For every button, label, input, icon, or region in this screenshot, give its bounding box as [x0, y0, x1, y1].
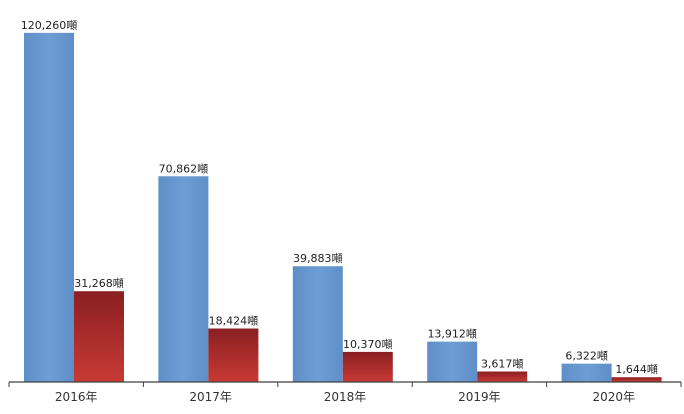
data-label-series1-2018年: 39,883噸 [293, 251, 343, 265]
bar-series1-2019年 [427, 341, 478, 382]
data-label-series2-2019年: 3,617噸 [481, 356, 524, 370]
data-label-series1-2017年: 70,862噸 [159, 161, 209, 175]
data-label-series2-2017年: 18,424噸 [209, 314, 259, 328]
x-tick-label-2018年: 2018年 [324, 390, 367, 404]
bars-layer [24, 32, 662, 382]
bar-series2-2018年 [342, 351, 393, 382]
data-labels-layer: 120,260噸 31,268噸 70,862噸 18,424噸 39,883噸 10,3… [21, 18, 658, 376]
data-label-series1-2020年: 6,322噸 [565, 349, 608, 363]
bar-series2-2016年 [74, 291, 124, 382]
data-label-series2-2016年: 31,268噸 [74, 276, 124, 290]
bar-series1-2018年 [292, 266, 343, 382]
data-label-series1-2019年: 13,912噸 [427, 327, 477, 341]
x-axis-ticks: 2016年 2017年 2018年 2019年 2020年 [8, 382, 682, 404]
x-tick-label-2019年: 2019年 [458, 390, 501, 404]
x-tick-label-2017年: 2017年 [189, 390, 232, 404]
bar-series1-2020年 [561, 363, 612, 382]
data-label-series2-2020年: 1,644噸 [615, 362, 658, 376]
x-tick-label-2020年: 2020年 [593, 390, 636, 404]
bar-series2-2017年 [208, 328, 259, 382]
bar-series2-2019年 [477, 371, 528, 382]
x-tick-label-2016年: 2016年 [55, 390, 98, 404]
bar-series2-2020年 [611, 377, 662, 382]
bar-series1-2016年 [24, 32, 74, 382]
data-label-series2-2018年: 10,370噸 [343, 337, 393, 351]
data-label-series1-2016年: 120,260噸 [21, 18, 78, 32]
bar-series1-2017年 [158, 176, 209, 382]
